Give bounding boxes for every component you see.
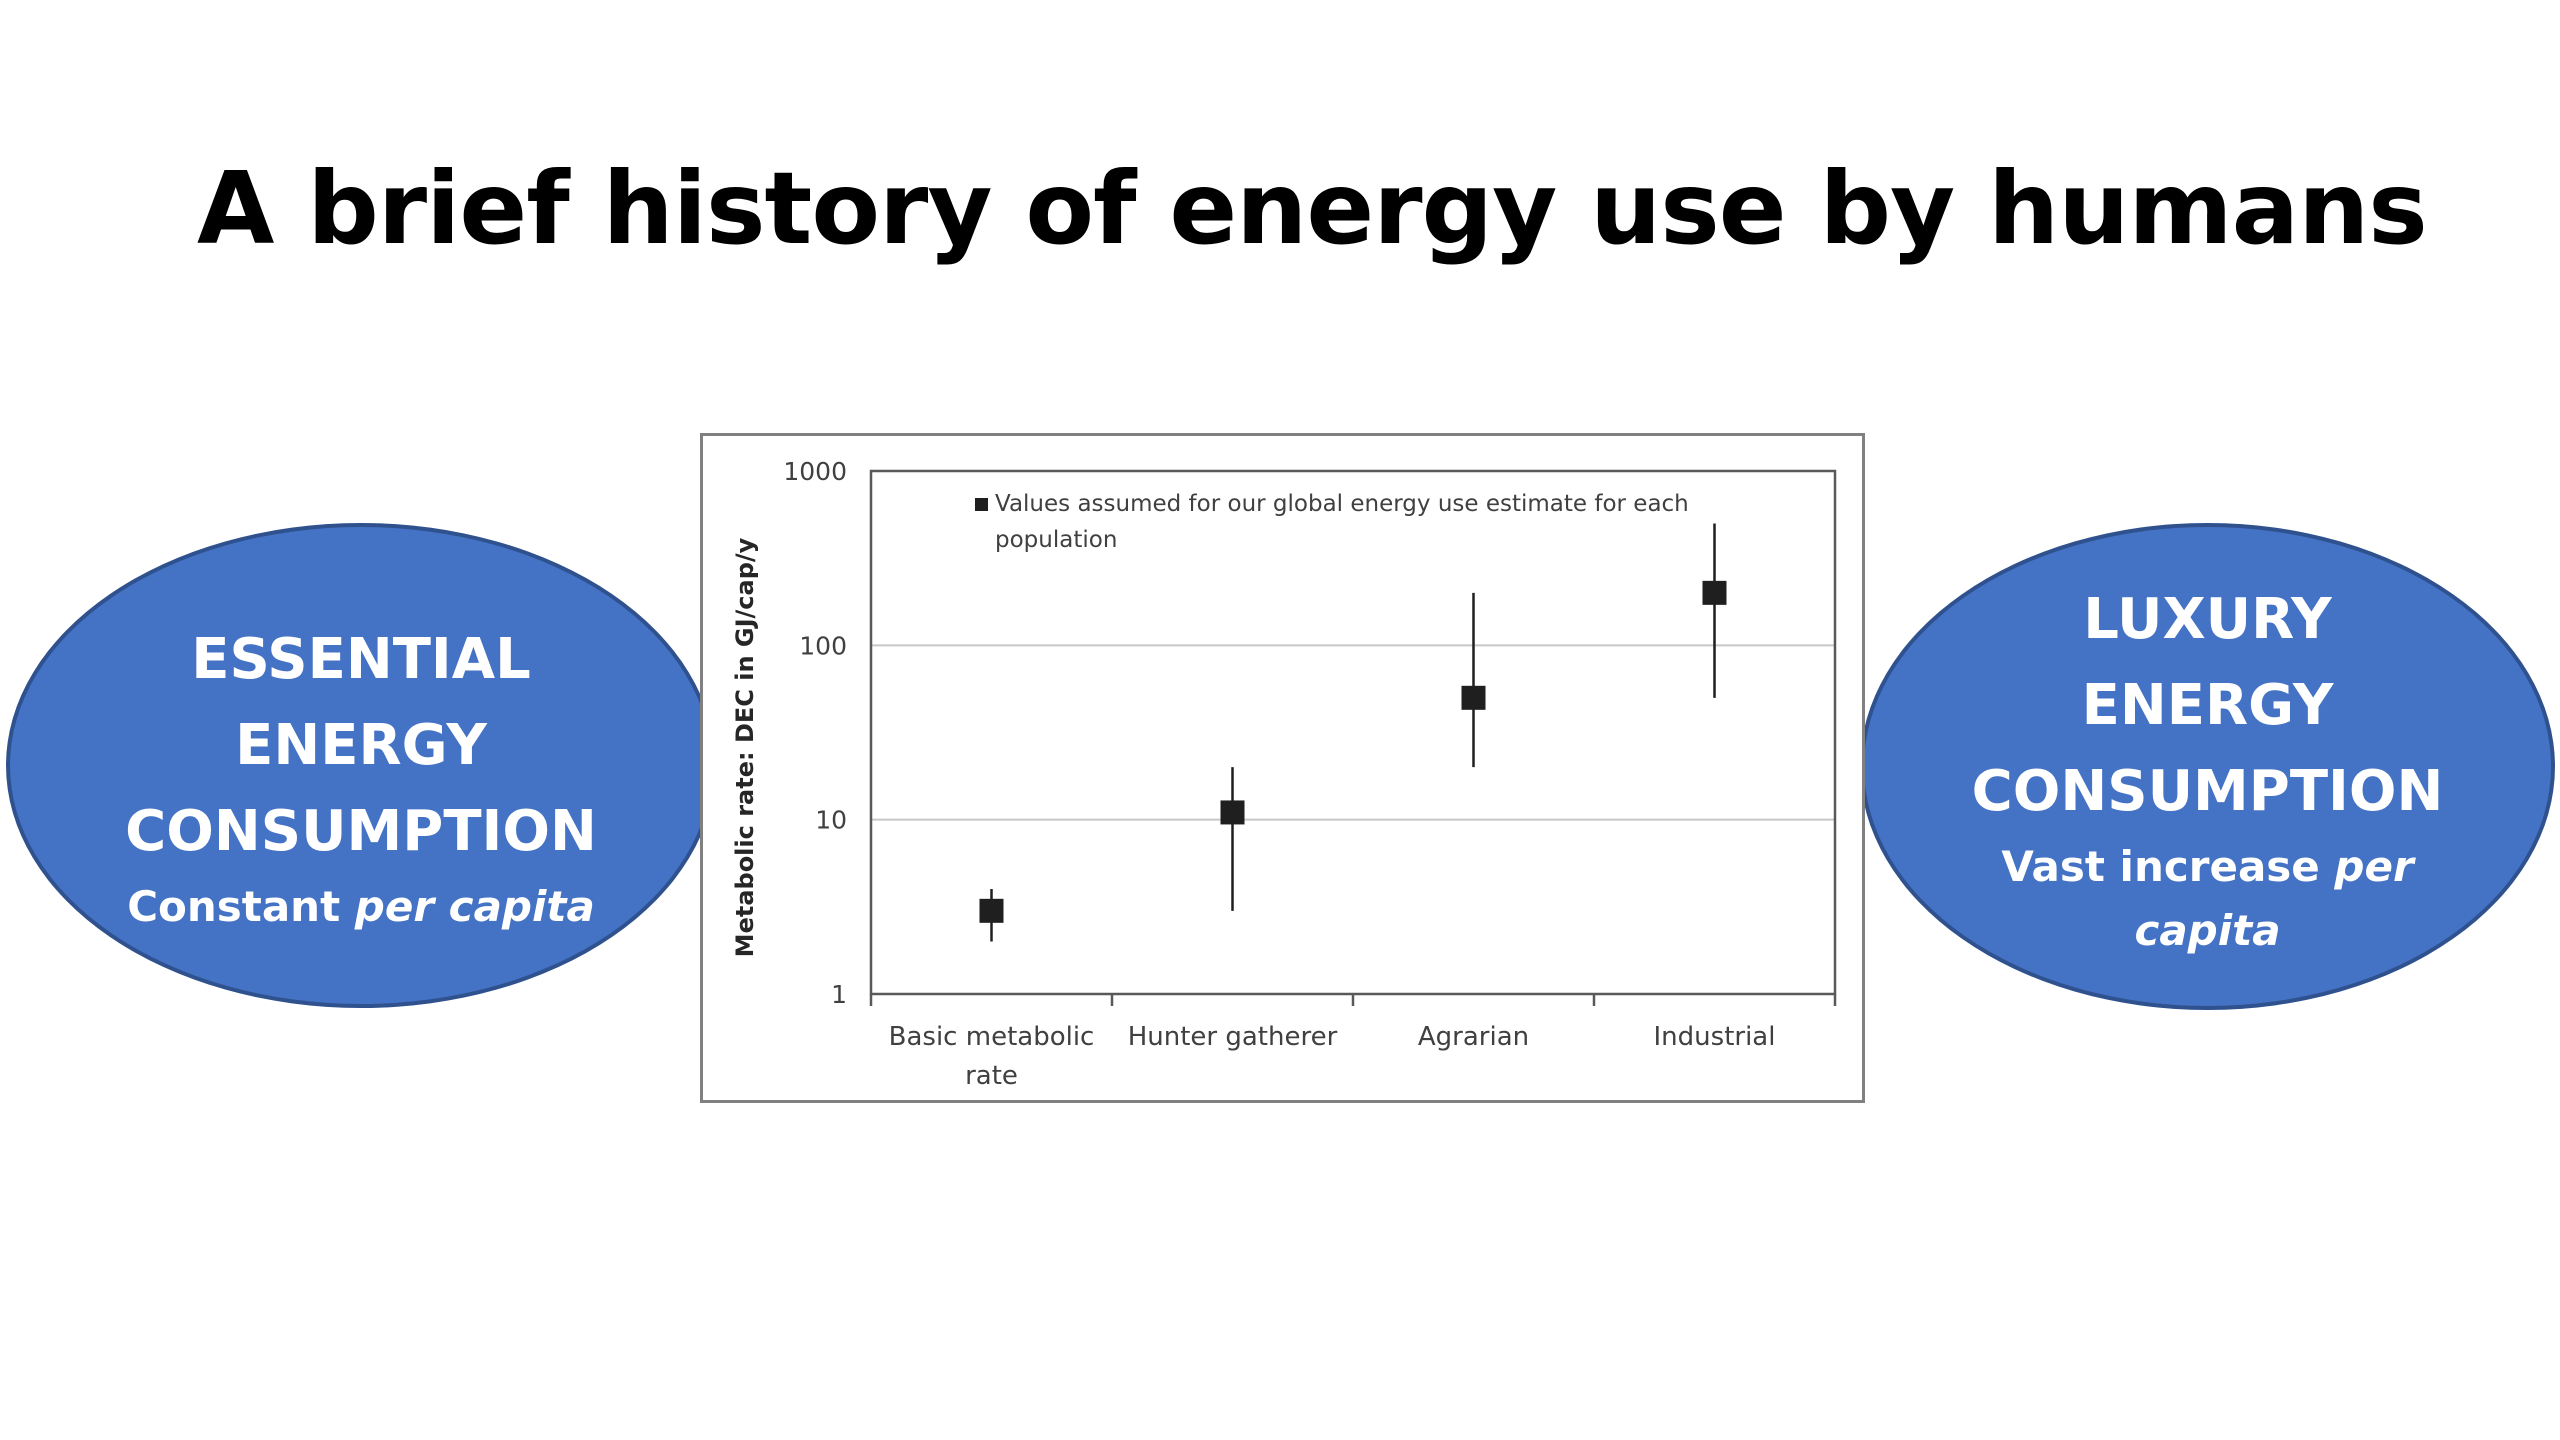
essential-heading-line-3: CONSUMPTION	[125, 798, 597, 864]
essential-subtitle-plain: Constant	[127, 881, 355, 931]
x-category-label: Agrarian	[1418, 1022, 1529, 1052]
luxury-heading-line-1: LUXURY	[2083, 586, 2332, 652]
data-point-marker	[1461, 685, 1486, 710]
y-tick-label: 1000	[783, 457, 847, 486]
essential-heading-line-1: ESSENTIAL	[191, 626, 531, 692]
luxury-heading-line-2: ENERGY	[2081, 672, 2334, 738]
essential-subtitle: Constant per capita	[127, 875, 595, 939]
y-tick-label: 10	[815, 806, 847, 835]
y-axis-label: Metabolic rate: DEC in GJ/cap/y	[731, 537, 759, 957]
data-point-marker	[1220, 800, 1245, 825]
luxury-subtitle-plain: Vast increase	[2001, 841, 2335, 891]
luxury-subtitle-italic: per	[2334, 841, 2414, 891]
luxury-subtitle-italic-2: capita	[2134, 905, 2281, 955]
y-tick-label: 100	[799, 631, 847, 660]
legend-marker	[975, 498, 988, 511]
legend-text: Values assumed for our global energy use…	[995, 491, 1689, 517]
legend-text: population	[995, 527, 1117, 553]
data-point-marker	[979, 898, 1004, 923]
x-category-label: Hunter gatherer	[1128, 1022, 1338, 1052]
essential-subtitle-italic: per capita	[354, 881, 595, 931]
data-point-marker	[1702, 580, 1727, 605]
y-tick-label: 1	[831, 980, 847, 1009]
x-category-label: Basic metabolic	[889, 1022, 1095, 1052]
luxury-energy-ellipse: LUXURY ENERGY CONSUMPTION Vast increase …	[1860, 523, 2555, 1010]
luxury-subtitle-line-1: Vast increase per	[2001, 835, 2413, 899]
chart-frame: 1 10 100 1000 Basic metabolic rate Hunter gath…	[700, 433, 1865, 1103]
luxury-subtitle-line-2: capita	[2134, 899, 2280, 963]
essential-heading-line-2: ENERGY	[235, 712, 487, 778]
x-category-label: rate	[965, 1061, 1018, 1091]
luxury-heading-line-3: CONSUMPTION	[1971, 758, 2444, 824]
essential-energy-ellipse: ESSENTIAL ENERGY CONSUMPTION Constant pe…	[6, 523, 716, 1008]
x-category-label: Industrial	[1654, 1022, 1776, 1052]
slide-title: A brief history of energy use by humans	[197, 150, 2428, 267]
energy-chart: 1 10 100 1000 Basic metabolic rate Hunter gath…	[731, 457, 1837, 1091]
